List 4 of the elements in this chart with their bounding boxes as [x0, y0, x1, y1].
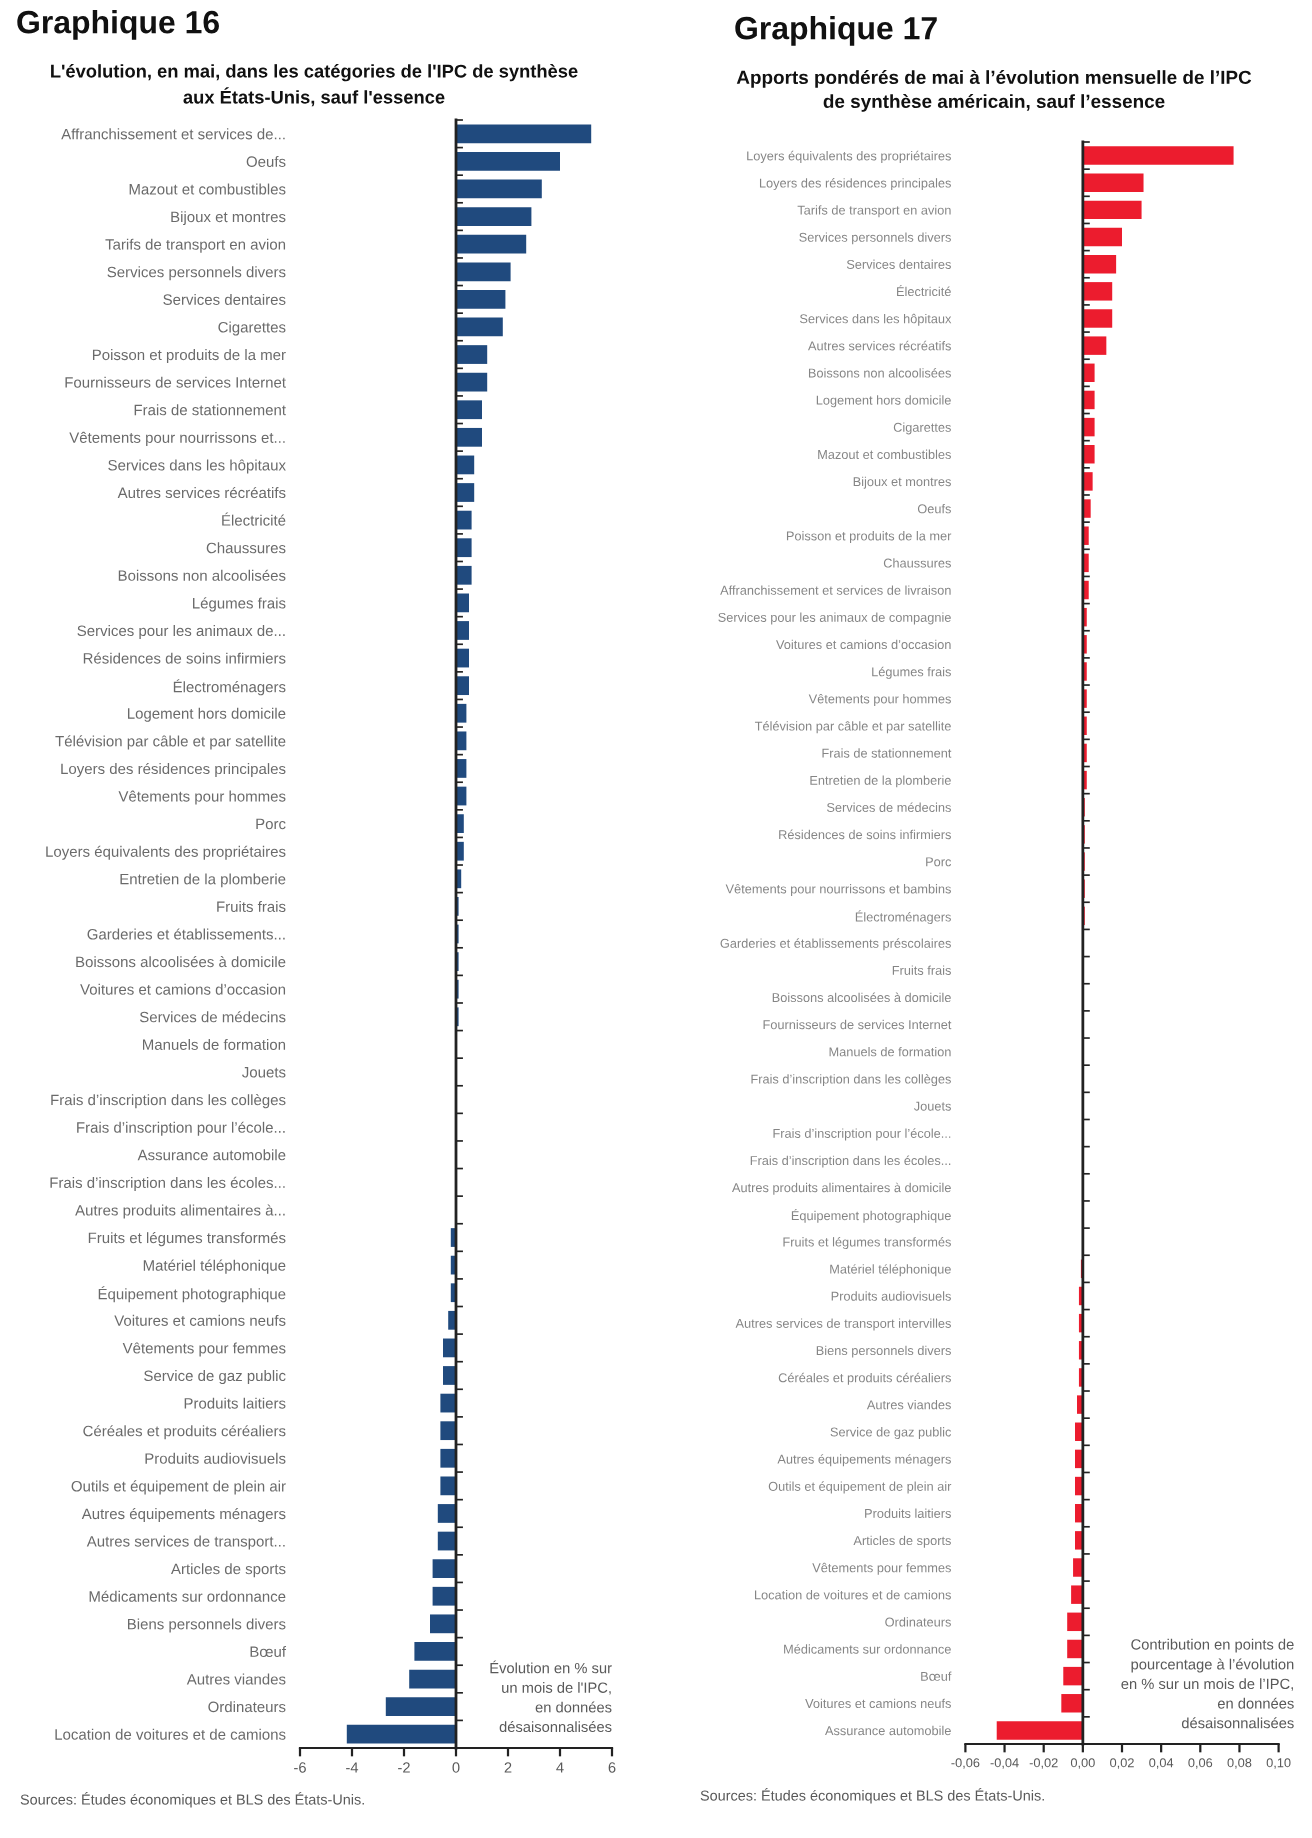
chart-subtitle: Apports pondérés de mai à l’évolution mensuelle de l’IPC de synthèse américain, sauf l’essence: [736, 70, 1252, 112]
chart-subtitle: L'évolution, en mai, dans les catégories de l'IPC de synthèse aux États-Unis, sauf l'essence: [51, 64, 578, 107]
chart-title: Graphique 16: [17, 10, 219, 40]
chart-title: Graphique 17: [735, 16, 937, 46]
